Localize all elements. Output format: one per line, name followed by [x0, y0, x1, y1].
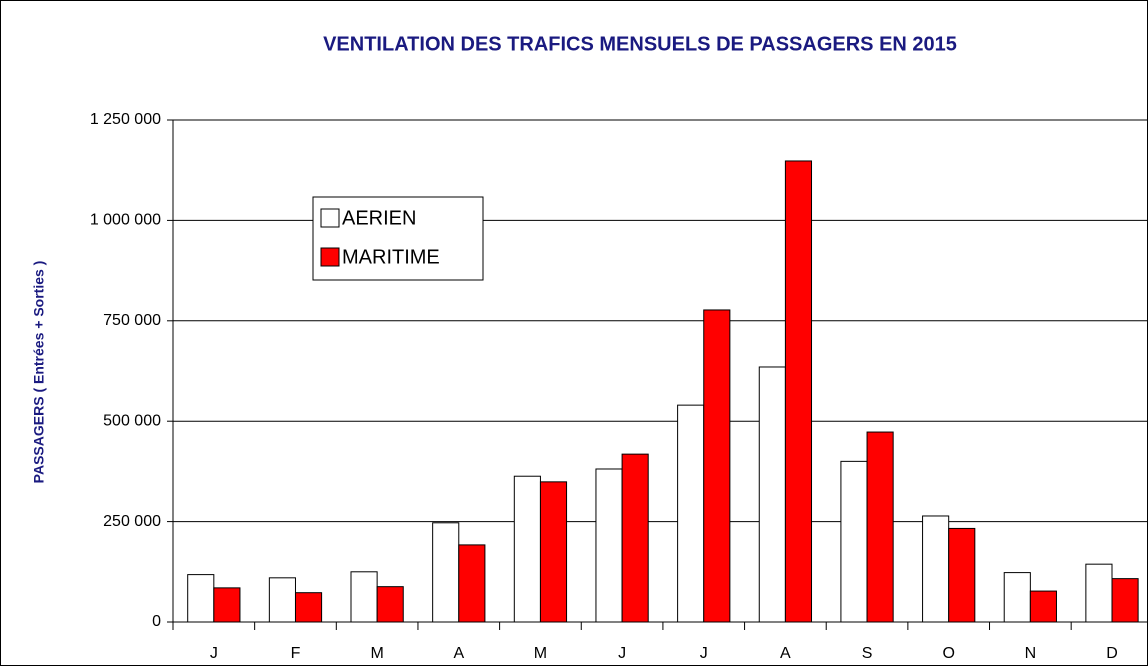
x-tick-label: J: [618, 645, 626, 662]
bar: [1111, 578, 1139, 623]
bar: [213, 587, 241, 623]
bar: [513, 475, 541, 623]
x-tick-label: A: [780, 645, 791, 662]
bar: [458, 544, 486, 623]
y-tick-label: 0: [152, 613, 161, 630]
bar: [677, 404, 705, 623]
x-tick-label: J: [210, 645, 218, 662]
y-axis-title: PASSAGERS ( Entrées + Sorties ): [31, 261, 47, 484]
bar: [840, 460, 868, 623]
x-tick-label: A: [453, 645, 464, 662]
x-tick-label: D: [1106, 645, 1118, 662]
bar: [784, 160, 813, 623]
x-tick-label: S: [862, 645, 873, 662]
x-tick-label: M: [534, 645, 547, 662]
y-tick-label: 1 250 000: [90, 111, 161, 128]
legend-swatch: [320, 247, 340, 267]
legend-box: [312, 196, 484, 281]
bar: [432, 522, 460, 623]
x-tick-label: J: [700, 645, 708, 662]
bar: [1029, 590, 1057, 623]
x-tick-label: M: [370, 645, 383, 662]
bar: [294, 592, 323, 623]
bar: [922, 515, 950, 623]
bar: [376, 586, 404, 623]
chart-title: VENTILATION DES TRAFICS MENSUELS DE PASS…: [323, 33, 957, 55]
y-tick-label: 750 000: [103, 312, 161, 329]
x-tick-label: N: [1025, 645, 1037, 662]
bar: [621, 453, 649, 623]
bar: [187, 574, 215, 623]
bar: [539, 481, 568, 623]
bar: [948, 527, 976, 623]
bar: [1003, 572, 1031, 623]
legend-label: MARITIME: [342, 246, 440, 268]
legend-swatch: [320, 208, 340, 228]
legend-label: AERIEN: [342, 207, 416, 229]
bar: [758, 366, 786, 623]
bar: [866, 431, 894, 623]
y-tick-label: 1 000 000: [90, 212, 161, 229]
bar: [1085, 563, 1113, 623]
x-tick-label: F: [291, 645, 301, 662]
bar: [350, 571, 378, 623]
bar: [595, 468, 623, 623]
x-tick-label: O: [942, 645, 954, 662]
y-tick-label: 500 000: [103, 412, 161, 429]
y-tick-label: 250 000: [103, 513, 161, 530]
bar: [268, 577, 296, 623]
bar: [703, 309, 731, 623]
